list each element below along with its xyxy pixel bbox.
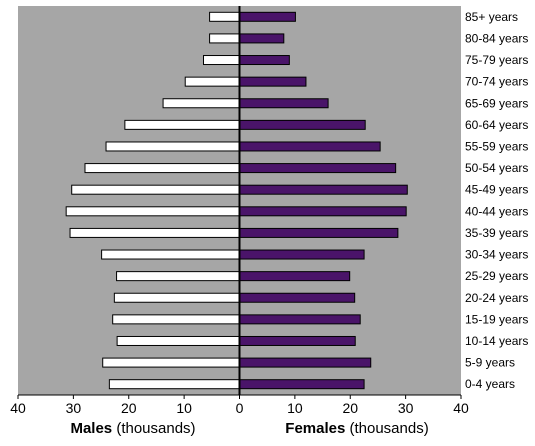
bar-males-80-84-years <box>209 33 241 44</box>
bar-females-60-64-years <box>239 119 366 130</box>
bar-males-20-24-years <box>113 292 240 303</box>
age-label-60-64-years: 60-64 years <box>465 118 528 132</box>
bar-females-65-69-years <box>239 98 329 109</box>
bar-females-20-24-years <box>239 292 356 303</box>
bar-males-75-79-years <box>203 55 241 66</box>
age-label-10-14-years: 10-14 years <box>465 334 528 348</box>
x-tick-label: 30 <box>398 400 414 416</box>
x-tick-label: 40 <box>453 400 469 416</box>
bars-layer <box>65 11 408 390</box>
bar-females-85plus-years <box>239 11 296 22</box>
bar-males-85plus-years <box>209 11 241 22</box>
age-label-40-44-years: 40-44 years <box>465 204 528 218</box>
age-label-0-4-years: 0-4 years <box>465 377 515 391</box>
age-label-15-19-years: 15-19 years <box>465 312 528 326</box>
bar-males-5-9-years <box>102 357 240 368</box>
age-label-65-69-years: 65-69 years <box>465 96 528 110</box>
bar-females-45-49-years <box>239 184 408 195</box>
bar-males-70-74-years <box>184 76 240 87</box>
x-tick-label: 10 <box>176 400 192 416</box>
bar-females-0-4-years <box>239 379 365 390</box>
age-label-55-59-years: 55-59 years <box>465 139 528 153</box>
bar-females-50-54-years <box>239 163 397 174</box>
males-axis-title-unit: (thousands) <box>112 420 195 437</box>
age-label-80-84-years: 80-84 years <box>465 31 528 45</box>
bar-females-70-74-years <box>239 76 307 87</box>
males-axis-title: Males (thousands) <box>70 420 195 437</box>
age-label-20-24-years: 20-24 years <box>465 291 528 305</box>
x-tick-label: 20 <box>342 400 358 416</box>
age-label-5-9-years: 5-9 years <box>465 356 515 370</box>
bar-males-40-44-years <box>65 206 240 217</box>
age-label-35-39-years: 35-39 years <box>465 226 528 240</box>
age-label-30-34-years: 30-34 years <box>465 248 528 262</box>
age-label-50-54-years: 50-54 years <box>465 161 528 175</box>
x-tick-label: 30 <box>66 400 82 416</box>
age-label-45-49-years: 45-49 years <box>465 183 528 197</box>
bar-females-10-14-years <box>239 335 356 346</box>
age-label-25-29-years: 25-29 years <box>465 269 528 283</box>
x-tick-label: 0 <box>236 400 244 416</box>
x-tick-label: 10 <box>287 400 303 416</box>
bar-females-30-34-years <box>239 249 365 260</box>
bar-males-30-34-years <box>101 249 240 260</box>
females-axis-title-unit: (thousands) <box>345 420 428 437</box>
bar-males-55-59-years <box>105 141 240 152</box>
bar-males-45-49-years <box>71 184 241 195</box>
bar-females-40-44-years <box>239 206 407 217</box>
females-axis-title-bold: Females <box>285 420 345 437</box>
bar-males-10-14-years <box>116 335 240 346</box>
age-group-labels: 85+ years 80-84 years 75-79 years 70-74 yea… <box>465 10 528 391</box>
x-ticks: 40 30 20 10 0 10 20 30 40 <box>10 395 469 416</box>
bar-males-60-64-years <box>124 119 240 130</box>
bar-males-15-19-years <box>112 314 240 325</box>
bar-females-35-39-years <box>239 227 399 238</box>
bar-males-65-69-years <box>162 98 241 109</box>
x-tick-label: 20 <box>121 400 137 416</box>
bar-males-50-54-years <box>84 163 240 174</box>
age-label-85plus-years: 85+ years <box>465 10 518 24</box>
females-axis-title: Females (thousands) <box>285 420 428 437</box>
bar-females-15-19-years <box>239 314 361 325</box>
bar-males-35-39-years <box>69 227 240 238</box>
bar-females-55-59-years <box>239 141 381 152</box>
bar-females-80-84-years <box>239 33 285 44</box>
age-label-75-79-years: 75-79 years <box>465 53 528 67</box>
bar-females-5-9-years <box>239 357 372 368</box>
x-tick-label: 40 <box>10 400 26 416</box>
bar-females-75-79-years <box>239 55 290 66</box>
males-axis-title-bold: Males <box>70 420 112 437</box>
age-label-70-74-years: 70-74 years <box>465 75 528 89</box>
bar-males-0-4-years <box>108 379 241 390</box>
bar-males-25-29-years <box>116 271 240 282</box>
bar-females-25-29-years <box>239 271 351 282</box>
